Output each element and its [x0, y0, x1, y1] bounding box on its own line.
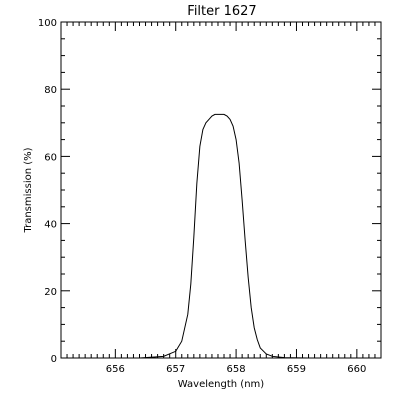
chart-title: Filter 1627 — [187, 4, 256, 19]
y-axis-label: Transmission (%) — [23, 147, 34, 233]
plot-frame — [60, 21, 382, 359]
x-tick-label: 659 — [287, 364, 306, 375]
y-tick-label: 0 — [51, 354, 57, 365]
y-tick-label: 20 — [44, 287, 57, 298]
tick-labels: 656 657 658 659 660 0 20 40 60 80 100 — [38, 18, 366, 375]
x-tick-label: 660 — [347, 364, 366, 375]
x-tick-label: 656 — [106, 364, 125, 375]
ticks — [60, 21, 382, 359]
x-tick-label: 657 — [166, 364, 185, 375]
y-tick-label: 80 — [44, 85, 57, 96]
y-tick-label: 100 — [38, 18, 57, 29]
y-tick-label: 40 — [44, 220, 57, 231]
y-tick-label: 60 — [44, 152, 57, 163]
x-axis-label: Wavelength (nm) — [178, 379, 264, 390]
x-tick-label: 658 — [227, 364, 246, 375]
series-line — [139, 113, 309, 359]
